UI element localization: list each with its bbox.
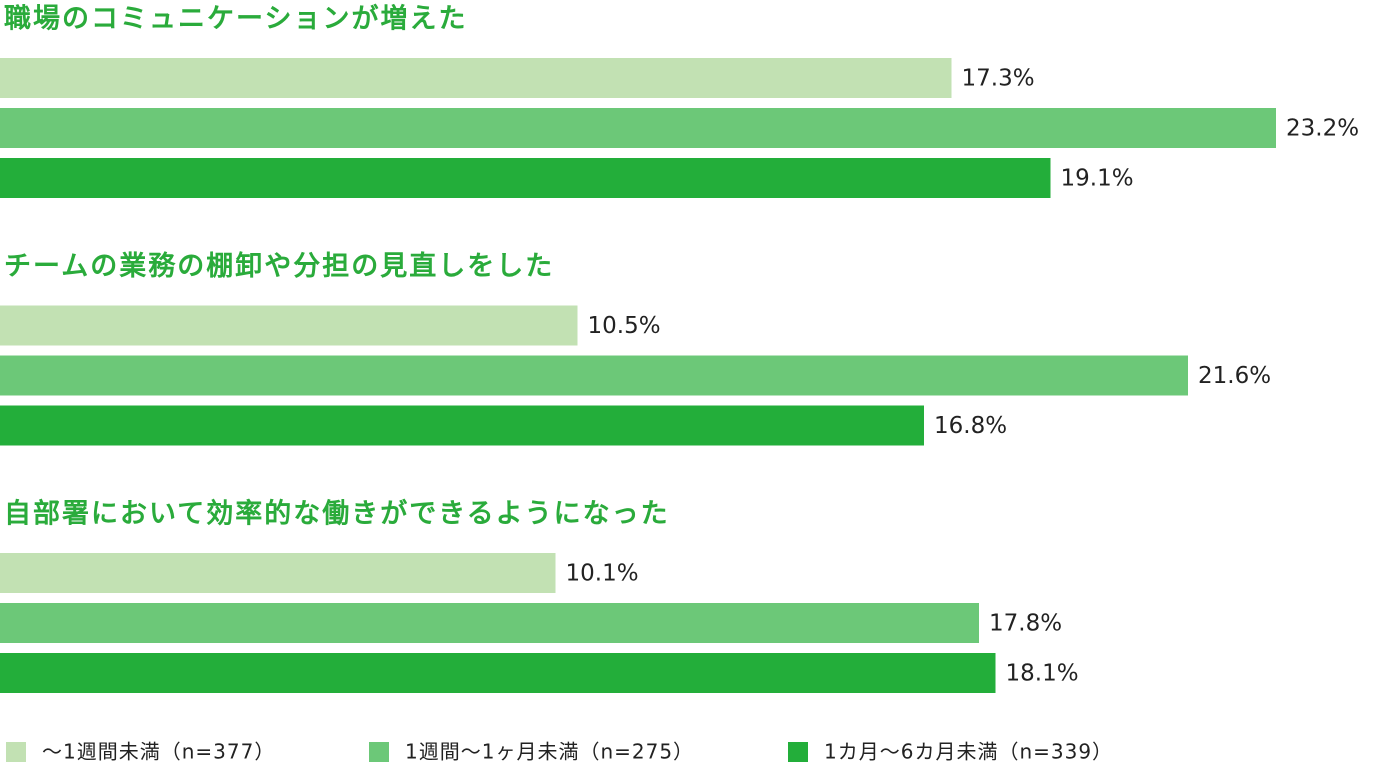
bar xyxy=(0,653,996,693)
legend-swatch xyxy=(788,742,808,762)
value-label: 18.1% xyxy=(1006,661,1079,687)
bar xyxy=(0,405,924,446)
value-label: 10.5% xyxy=(588,313,661,339)
value-label: 19.1% xyxy=(1061,166,1134,192)
value-label: 16.8% xyxy=(934,413,1007,439)
bar xyxy=(0,58,952,98)
bar xyxy=(0,603,979,643)
bar xyxy=(0,355,1188,396)
bar xyxy=(0,158,1051,198)
legend-label: 1週間～1ヶ月未満（n=275） xyxy=(405,740,694,764)
category-title: チームの業務の棚卸や分担の見直しをした xyxy=(4,250,554,282)
legend-swatch xyxy=(6,742,26,762)
value-label: 21.6% xyxy=(1198,363,1271,389)
value-label: 17.8% xyxy=(989,611,1062,637)
bar xyxy=(0,553,556,593)
value-label: 17.3% xyxy=(962,66,1035,92)
bar xyxy=(0,305,578,346)
category-title: 自部署において効率的な働きができるようになった xyxy=(4,498,670,530)
bar xyxy=(0,108,1276,148)
legend-label: ～1週間未満（n=377） xyxy=(42,740,275,764)
value-label: 23.2% xyxy=(1286,116,1359,142)
value-label: 10.1% xyxy=(566,561,639,587)
category-title: 職場のコミュニケーションが増えた xyxy=(4,3,467,35)
legend-label: 1カ月～6カ月未満（n=339） xyxy=(824,740,1113,764)
legend-swatch xyxy=(369,742,389,762)
